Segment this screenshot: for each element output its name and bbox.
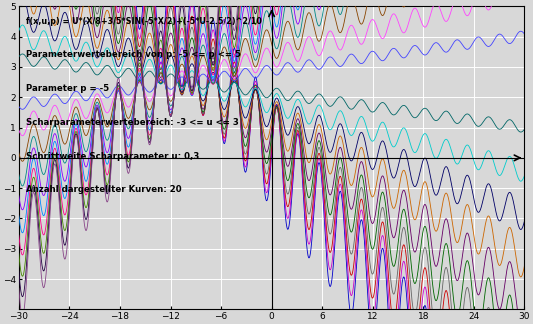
Text: Parameter p = -5: Parameter p = -5 xyxy=(27,84,109,93)
Text: f(x,u,p) = U*(X/8+3/5*SIN(-5*X/2)+(-5*U-2.5/2)^2/10: f(x,u,p) = U*(X/8+3/5*SIN(-5*X/2)+(-5*U-… xyxy=(27,17,262,26)
Text: Anzahl dargestellter Kurven: 20: Anzahl dargestellter Kurven: 20 xyxy=(27,185,182,194)
Text: Scharparameterwertebereich: -3 <= u <= 3: Scharparameterwertebereich: -3 <= u <= 3 xyxy=(27,119,239,127)
Text: Parameterwertebereich von p: -5 <= p <= 5: Parameterwertebereich von p: -5 <= p <= … xyxy=(27,50,241,59)
Text: Schrittweite Scharparameter u: 0,3: Schrittweite Scharparameter u: 0,3 xyxy=(27,152,200,161)
